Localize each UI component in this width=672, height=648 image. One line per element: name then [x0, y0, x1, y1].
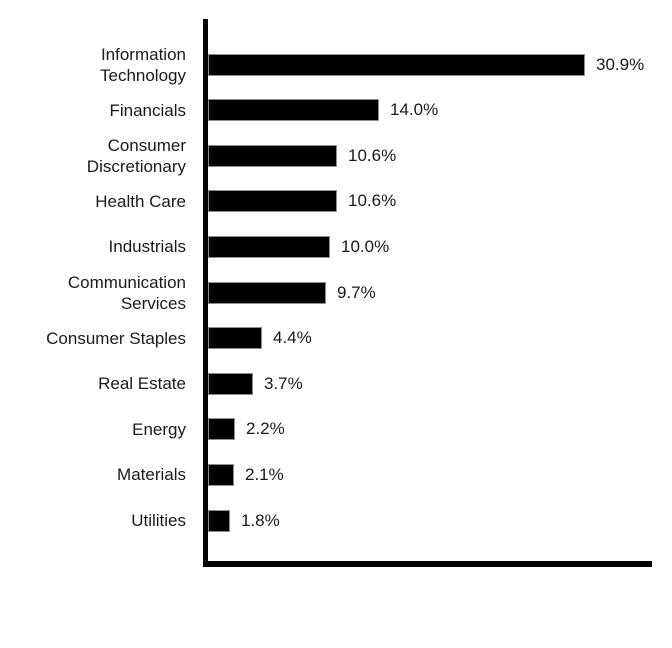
bar [208, 509, 230, 532]
category-label: Utilities [131, 511, 186, 530]
category-label: Energy [132, 419, 186, 439]
category-label: Financials [109, 100, 186, 120]
value-label: 10.0% [341, 236, 390, 256]
category-label: Real Estate [98, 374, 186, 394]
value-label: 2.1% [245, 464, 284, 484]
value-label: 10.6% [348, 145, 397, 165]
bar [208, 463, 234, 486]
category-label: Industrials [108, 237, 186, 257]
bar [208, 418, 235, 441]
value-label: 14.0% [390, 100, 439, 120]
bar [208, 144, 337, 167]
bar [208, 327, 262, 350]
category-label: Health Care [95, 191, 186, 211]
value-label: 30.9% [596, 54, 645, 74]
category-label: Materials [117, 465, 186, 485]
bar [208, 53, 585, 76]
value-label: 4.4% [273, 328, 312, 348]
value-label: 1.8% [241, 510, 280, 530]
bar [208, 190, 337, 213]
bar [208, 372, 253, 395]
category-label: Communication Services [67, 272, 186, 313]
value-label: 3.7% [264, 373, 303, 393]
category-label: Consumer Discretionary [86, 135, 186, 176]
value-label: 9.7% [337, 282, 376, 302]
y-axis-line [203, 19, 208, 567]
bar [208, 235, 330, 258]
category-label: Information Technology [99, 44, 186, 85]
category-label: Consumer Staples [46, 328, 186, 348]
bar [208, 99, 379, 122]
x-axis-line [203, 561, 652, 567]
value-label: 10.6% [348, 191, 397, 211]
value-label: 2.2% [246, 419, 285, 439]
bar [208, 281, 326, 304]
